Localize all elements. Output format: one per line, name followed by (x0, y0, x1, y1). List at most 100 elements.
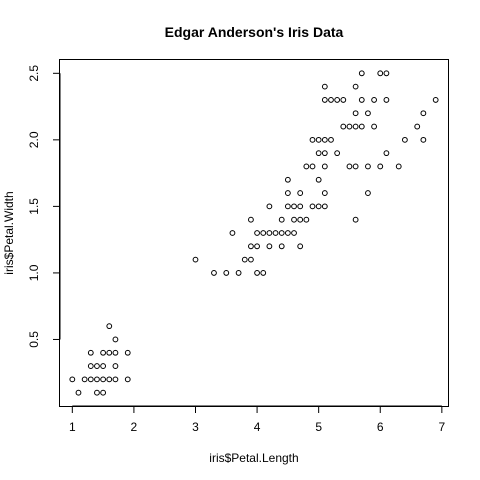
data-point (124, 349, 131, 356)
x-tick-label: 3 (192, 420, 199, 434)
data-point (229, 230, 236, 236)
data-point (106, 323, 113, 330)
data-point (112, 376, 119, 383)
y-tick-label: 0.5 (27, 331, 41, 348)
data-point (284, 190, 291, 196)
data-point (346, 163, 353, 170)
y-tick-label: 2.0 (27, 131, 41, 148)
data-point (309, 136, 316, 143)
x-tick-label: 5 (315, 420, 322, 434)
data-point (260, 270, 267, 276)
data-point (309, 203, 316, 210)
data-point (365, 110, 371, 117)
data-point (352, 110, 359, 117)
data-point (352, 216, 359, 223)
data-point (297, 203, 304, 210)
data-point (100, 363, 107, 369)
data-point (321, 150, 328, 157)
data-point (340, 123, 347, 130)
data-point (377, 163, 384, 170)
data-point (401, 136, 408, 143)
data-point (106, 349, 113, 356)
y-axis-label: iris$Petal.Width (2, 191, 16, 274)
data-point (266, 243, 273, 250)
data-point (254, 270, 260, 276)
data-point (383, 70, 390, 77)
data-point (358, 123, 365, 130)
data-point (352, 163, 359, 170)
data-point (328, 136, 334, 143)
y-tick-label: 1.0 (27, 264, 41, 281)
data-point (124, 376, 131, 383)
data-point (321, 136, 328, 143)
data-point (278, 230, 285, 236)
data-point (420, 110, 427, 117)
data-point (106, 376, 113, 383)
data-point (100, 349, 107, 356)
data-point (352, 123, 359, 130)
data-point (248, 216, 254, 223)
data-point (112, 349, 119, 356)
data-point (284, 176, 291, 183)
data-point (309, 163, 316, 170)
data-point (112, 336, 119, 343)
data-point (303, 216, 310, 223)
data-point (334, 97, 341, 103)
y-axis: 0.5 1.0 1.5 2.0 2.5 (27, 65, 61, 348)
data-point (358, 97, 365, 103)
data-point (315, 176, 322, 183)
data-point (278, 216, 285, 223)
data-point (260, 230, 267, 236)
data-point (94, 376, 100, 383)
data-point (100, 376, 107, 383)
data-point (241, 256, 248, 263)
data-point (365, 190, 371, 196)
data-point (75, 389, 82, 396)
x-tick-label: 6 (377, 420, 384, 434)
x-tick-label: 4 (254, 420, 261, 434)
data-point (254, 243, 260, 250)
data-point (321, 203, 328, 210)
data-point (414, 123, 421, 130)
data-point (284, 203, 291, 210)
data-point (69, 376, 76, 383)
data-point (371, 97, 377, 103)
data-point (272, 230, 279, 236)
data-point (192, 256, 199, 263)
data-point (365, 163, 371, 170)
data-point (223, 270, 230, 276)
data-point (432, 97, 439, 103)
y-tick-label: 1.5 (27, 198, 41, 215)
data-point (291, 216, 297, 223)
data-point (87, 363, 94, 369)
data-point (248, 256, 254, 263)
data-point (254, 230, 260, 236)
data-point (371, 123, 377, 130)
data-point (266, 203, 273, 210)
data-point (395, 163, 402, 170)
data-point (315, 136, 322, 143)
data-point (112, 363, 119, 369)
data-point (383, 150, 390, 157)
data-point (328, 97, 334, 103)
data-point (315, 203, 322, 210)
y-tick-label: 2.5 (27, 65, 41, 82)
chart-title: Edgar Anderson's Iris Data (165, 24, 344, 40)
data-point (94, 363, 100, 369)
data-point (377, 70, 384, 77)
x-tick-label: 2 (131, 420, 138, 434)
x-axis-label: iris$Petal.Length (209, 451, 298, 465)
data-point (94, 389, 100, 396)
data-point (334, 150, 341, 157)
data-point (87, 376, 94, 383)
x-tick-label: 7 (438, 420, 445, 434)
data-point (297, 190, 304, 196)
data-point (383, 97, 390, 103)
data-point (248, 243, 254, 250)
data-point (315, 150, 322, 157)
data-point (211, 270, 217, 276)
data-point (321, 190, 328, 196)
x-axis: 1 2 3 4 5 6 7 (69, 405, 445, 434)
data-point (291, 230, 297, 236)
